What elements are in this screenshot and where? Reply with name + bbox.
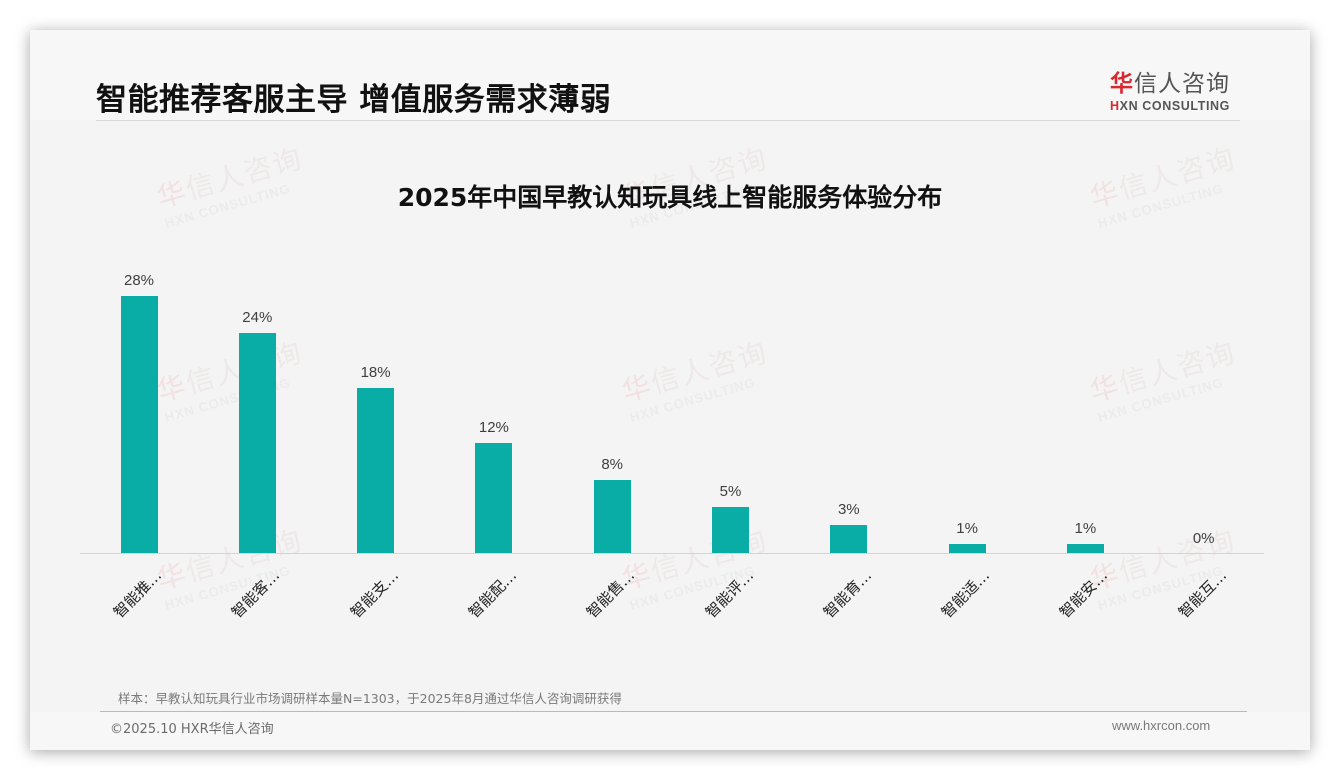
bar-value-label: 5% [719, 483, 742, 500]
category-label: 智能推… [109, 566, 166, 622]
bar-value-label: 0% [1192, 530, 1215, 547]
bar [238, 333, 276, 553]
category-label: 智能评… [701, 566, 757, 622]
bar [120, 296, 158, 553]
category-label: 智能互… [1174, 566, 1230, 622]
logo-cn-text: 信人咨询 [1134, 71, 1230, 97]
logo-accent-char: 华 [1110, 71, 1134, 97]
category-label: 智能育… [819, 566, 875, 622]
page-title: 智能推荐客服主导 增值服务需求薄弱 [96, 82, 612, 118]
bar-value-label: 12% [478, 419, 509, 436]
footer-band [30, 712, 1310, 750]
bar [593, 480, 631, 553]
website-link[interactable]: www.hxrcon.com [1112, 718, 1211, 733]
category-label: 智能配… [464, 566, 521, 622]
bar-value-label: 24% [242, 309, 273, 326]
category-label: 智能安… [1056, 566, 1112, 622]
logo-en-accent: H [1110, 99, 1120, 113]
title-divider [96, 120, 1240, 121]
category-label: 智能售… [583, 566, 639, 622]
header-band [30, 30, 1310, 120]
category-label: 智能客… [228, 566, 284, 622]
category-label: 智能支… [346, 566, 402, 622]
logo-en-text: XN CONSULTING [1119, 99, 1230, 113]
bar [357, 388, 395, 553]
logo-chinese: 华信人咨询 [1110, 64, 1240, 98]
bar [712, 507, 749, 553]
bar-value-label: 8% [601, 456, 624, 473]
category-label: 智能适… [938, 566, 994, 622]
bar-value-label: 18% [360, 364, 391, 381]
bar [475, 443, 513, 553]
bar-value-label: 1% [956, 520, 978, 537]
company-logo: 华信人咨询 HXN CONSULTING [1110, 64, 1240, 113]
x-axis-line [80, 553, 1264, 554]
bar-value-label: 28% [123, 272, 155, 289]
chart-title: 2025年中国早教认知玩具线上智能服务体验分布 [397, 183, 943, 212]
sample-note: 样本：早教认知玩具行业市场调研样本量N=1303，于2025年8月通过华信人咨询… [118, 691, 622, 706]
bar-chart: 28% 智能推… 24% 智能客… 18% 智能支… 12% 智能配… 8% 智能售… 5% 智能评…… [30, 30, 1310, 750]
bar [830, 525, 868, 553]
bar [1066, 544, 1104, 553]
slide: 智能推荐客服主导 增值服务需求薄弱 华信人咨询 HXN CONSULTING 华… [30, 30, 1310, 750]
logo-english: HXN CONSULTING [1110, 99, 1240, 113]
bar [948, 544, 986, 553]
bar-value-label: 3% [837, 501, 860, 518]
copyright-text: ©2025.10 HXR华信人咨询 [110, 722, 274, 737]
bar-value-label: 1% [1074, 520, 1097, 537]
footer-divider [100, 711, 1247, 712]
